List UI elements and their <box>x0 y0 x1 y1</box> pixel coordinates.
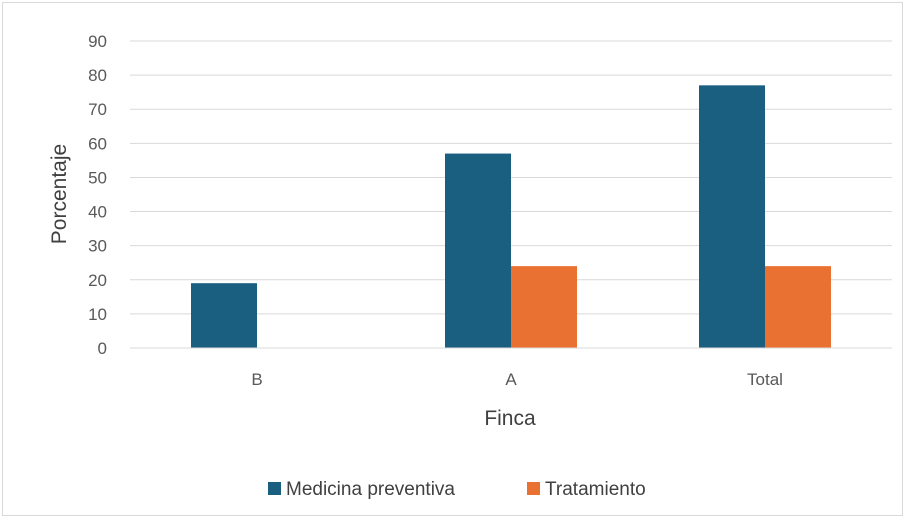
bar-medicina-preventiva-a <box>445 153 511 348</box>
x-axis-title: Finca <box>484 407 536 430</box>
x-tick-label-b: B <box>251 370 262 389</box>
bar-medicina-preventiva-b <box>191 283 257 348</box>
bars <box>191 85 831 348</box>
y-tick-label: 10 <box>88 305 107 324</box>
bar-tratamiento-total <box>765 266 831 348</box>
y-tick-label: 60 <box>88 134 107 153</box>
y-tick-label: 90 <box>88 32 107 51</box>
bar-medicina-preventiva-total <box>699 85 765 348</box>
bar-tratamiento-a <box>511 266 577 348</box>
x-tick-label-a: A <box>505 370 517 389</box>
y-tick-label: 70 <box>88 100 107 119</box>
legend: Medicina preventiva Tratamiento <box>268 479 646 500</box>
y-tick-label: 30 <box>88 237 107 256</box>
legend-swatch-medicina-preventiva <box>268 482 281 495</box>
x-tick-label-total: Total <box>747 370 783 389</box>
legend-swatch-tratamiento <box>527 482 540 495</box>
y-axis-tick-labels: 0 10 20 30 40 50 60 70 80 90 <box>88 32 107 358</box>
legend-label-medicina-preventiva: Medicina preventiva <box>286 479 455 500</box>
y-tick-label: 20 <box>88 271 107 290</box>
y-tick-label: 80 <box>88 66 107 85</box>
y-tick-label: 0 <box>98 339 107 358</box>
y-axis-title: Porcentaje <box>48 144 71 244</box>
x-axis-tick-labels: B A Total <box>251 370 783 389</box>
y-tick-label: 40 <box>88 203 107 222</box>
y-tick-label: 50 <box>88 168 107 187</box>
legend-label-tratamiento: Tratamiento <box>545 479 646 500</box>
